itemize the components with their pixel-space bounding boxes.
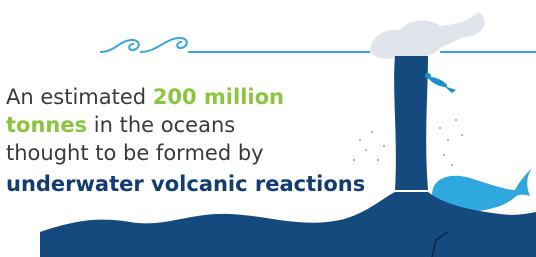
text-line-1: An estimated 200 million [6,85,284,109]
infographic: An estimated 200 million tonnes in the o… [0,0,536,257]
highlight-unit: tonnes [6,113,87,137]
text-line-2: tonnes in the oceans [6,113,235,137]
text-suffix: in the oceans [94,113,235,137]
text-prefix: An estimated [6,85,146,109]
diver [425,73,456,93]
text-line-3: thought to be formed by [6,141,264,165]
eruption-column [394,56,428,190]
text-line-4: underwater volcanic reactions [6,172,365,196]
sea-surface [100,38,536,52]
highlight-amount: 200 million [153,85,284,109]
